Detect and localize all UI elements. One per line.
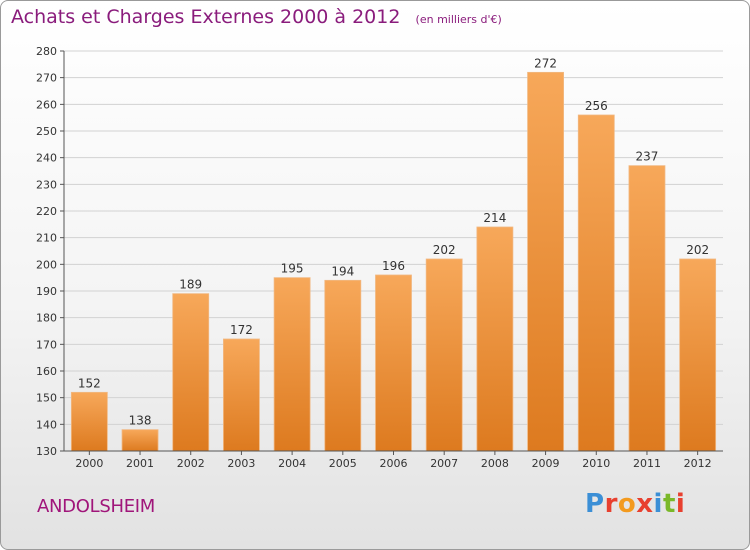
x-tick-label: 2002 [177,457,205,470]
bar [476,226,514,452]
x-tick-label: 2000 [75,457,103,470]
proxiti-logo: Proxiti [585,489,685,519]
y-tick-label: 150 [36,392,57,405]
x-tick-label: 2008 [481,457,509,470]
x-tick-label: 2005 [329,457,357,470]
y-tick-label: 190 [36,285,57,298]
logo-letter: i [675,489,686,519]
y-tick-label: 210 [36,232,57,245]
data-label: 138 [129,414,152,428]
logo-letter: P [585,489,605,519]
chart-title: Achats et Charges Externes 2000 à 2012 (… [11,6,502,28]
bar [679,258,717,452]
bars [70,71,717,452]
y-tick-label: 220 [36,205,57,218]
y-tick-label: 140 [36,418,57,431]
bar [223,338,260,452]
data-label: 194 [331,264,354,278]
x-axis: 2000 2001 2002 2003 2004 2005 2006 2007 2008 2009… [64,450,723,470]
bar [527,71,564,452]
logo-letter: x [636,489,654,519]
y-tick-label: 270 [36,72,57,85]
data-label: 172 [230,323,253,337]
commune-name: ANDOLSHEIM [37,496,156,517]
data-label: 152 [78,376,101,390]
bar [628,165,666,452]
y-tick-label: 260 [36,98,57,111]
unit-text: (en milliers d'€) [415,13,502,26]
x-tick-label: 2007 [430,457,458,470]
x-tick-label: 2001 [126,457,154,470]
data-label: 237 [636,150,659,164]
y-tick-label: 170 [36,338,57,351]
x-tick-label: 2011 [633,457,661,470]
bar [324,279,362,452]
logo-letter: r [604,489,618,519]
y-tick-label: 180 [36,312,57,325]
data-label: 195 [281,262,304,276]
y-axis: 130 140 150 160 170 180 190 200 210 220 230 240 250 2… [36,45,65,458]
bar [172,293,210,452]
data-label: 202 [686,243,709,257]
bar [121,429,159,452]
x-tick-label: 2012 [684,457,712,470]
x-tick-label: 2009 [532,457,560,470]
logo-letter: t [662,489,676,519]
x-tick-label: 2010 [582,457,610,470]
bar [375,274,412,452]
data-label: 272 [534,56,557,70]
y-tick-label: 160 [36,365,57,378]
data-label: 202 [433,243,456,257]
bar [425,258,463,452]
data-label: 196 [382,259,405,273]
bar [70,391,108,452]
value-labels: 152 138 189 172 195 194 196 202 214 272 256 237 202 [78,56,709,427]
title-text: Achats et Charges Externes 2000 à 2012 [11,6,401,28]
y-tick-label: 200 [36,258,57,271]
logo-letter: i [653,489,663,519]
data-label: 214 [483,211,506,225]
data-label: 189 [179,278,202,292]
x-tick-label: 2003 [227,457,255,470]
data-label: 256 [585,99,608,113]
y-tick-label: 240 [36,152,57,165]
bar [577,114,615,452]
x-tick-label: 2004 [278,457,306,470]
x-tick-label: 2006 [380,457,408,470]
y-tick-label: 230 [36,178,57,191]
y-tick-label: 130 [36,445,57,458]
y-tick-label: 250 [36,125,57,138]
y-tick-label: 280 [36,45,57,58]
logo-letter: o [617,489,637,519]
bar [273,277,311,452]
